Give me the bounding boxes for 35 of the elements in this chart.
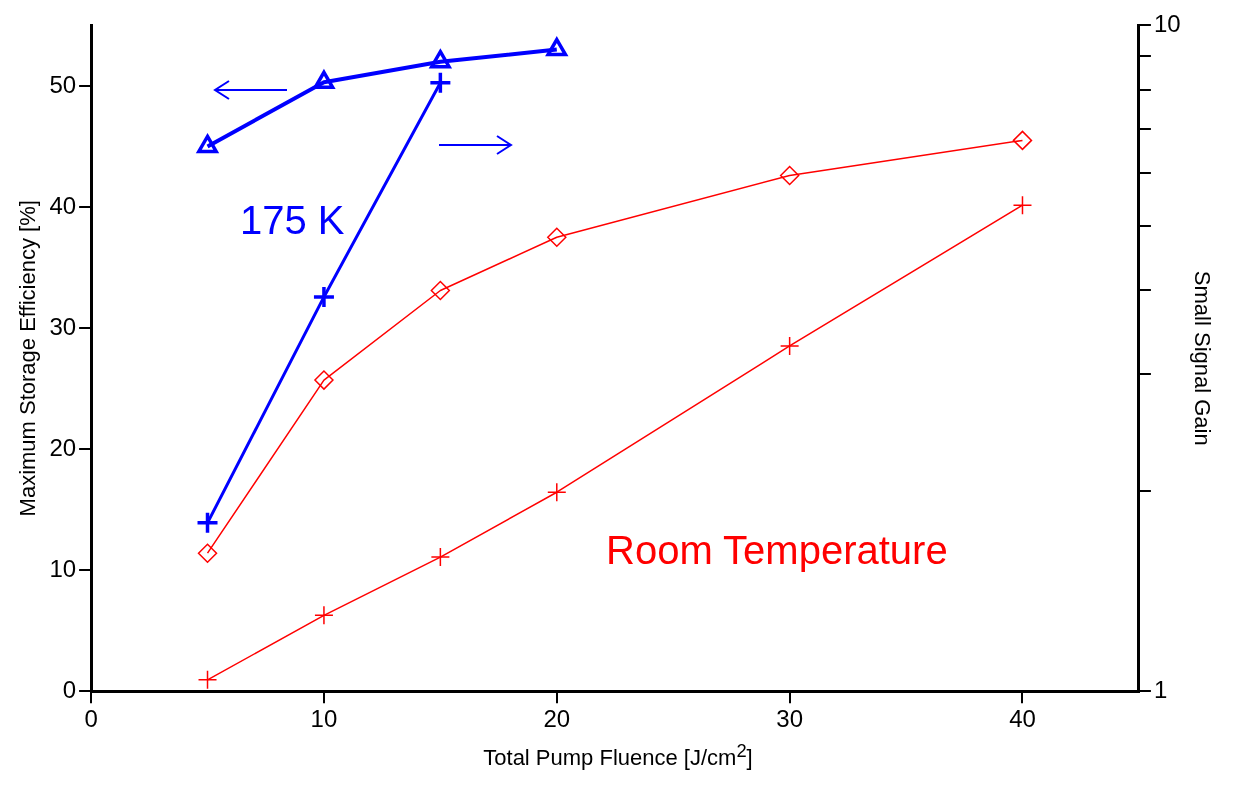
point [428, 71, 453, 95]
point [197, 670, 218, 690]
x-tick-label: 0 [84, 705, 98, 733]
point [547, 227, 567, 247]
y-tick-label: 0 [62, 675, 77, 703]
point [430, 547, 451, 567]
y-tick-label: 40 [49, 191, 77, 219]
point [312, 285, 336, 309]
point [313, 68, 336, 90]
point [195, 511, 220, 535]
point [429, 49, 451, 69]
x-axis-title: Total Pump Fluence [J/cm$^{2}$] [482, 740, 754, 772]
point [1012, 195, 1033, 215]
point [546, 37, 568, 57]
annotation: Room Temperature [606, 528, 948, 573]
y2-axis-title: Small Signal Gain [1189, 270, 1215, 446]
x-tick-label: 30 [776, 705, 803, 733]
y2-tick-label: 1 [1153, 675, 1168, 703]
point [779, 165, 800, 186]
point [197, 543, 218, 563]
y2-tick-label: 10 [1153, 10, 1181, 38]
y-tick-label: 20 [49, 433, 77, 461]
point [1012, 130, 1033, 151]
point [314, 370, 334, 390]
y-tick-label: 10 [49, 554, 77, 582]
y-axis-title: Maximum Storage Efficiency [%] [15, 200, 41, 517]
point [430, 280, 451, 301]
x-tick-label: 10 [310, 705, 338, 733]
y-tick-label: 50 [49, 70, 77, 98]
annotation: 175 K [240, 198, 345, 243]
point [197, 134, 218, 154]
point [779, 336, 800, 356]
x-tick-label: 40 [1009, 705, 1036, 733]
x-tick-label: 20 [543, 705, 571, 733]
y-tick-label: 30 [49, 312, 77, 340]
